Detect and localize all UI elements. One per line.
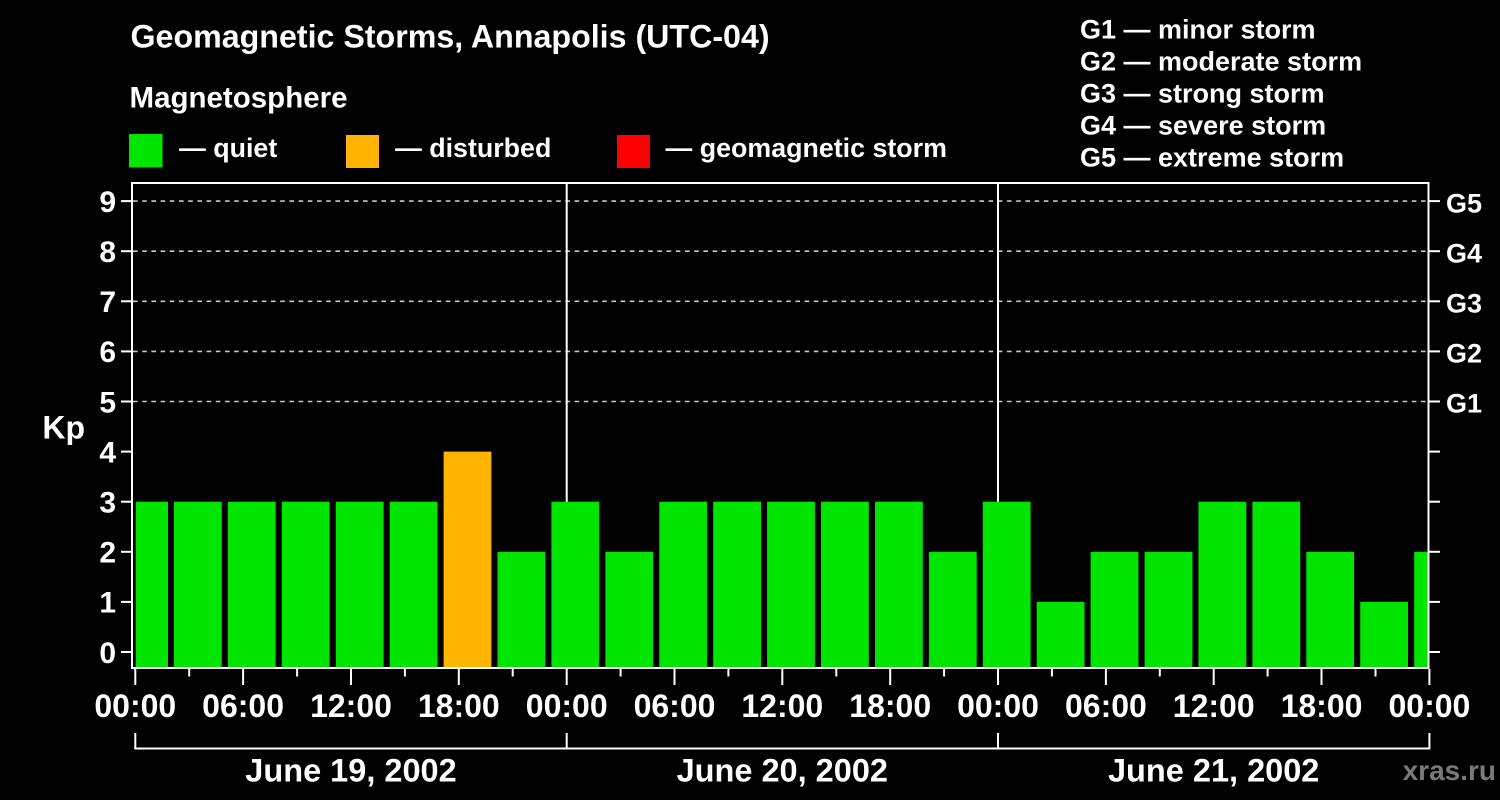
svg-text:— disturbed: — disturbed <box>395 133 551 163</box>
svg-text:06:00: 06:00 <box>1065 688 1147 724</box>
svg-text:G3: G3 <box>1446 289 1482 319</box>
svg-text:June 20, 2002: June 20, 2002 <box>677 753 888 789</box>
svg-text:xras.ru: xras.ru <box>1403 755 1496 786</box>
svg-text:Geomagnetic Storms, Annapolis: Geomagnetic Storms, Annapolis (UTC-04) <box>131 19 770 55</box>
svg-text:June 21, 2002: June 21, 2002 <box>1108 753 1319 789</box>
svg-text:0: 0 <box>99 637 116 670</box>
svg-text:12:00: 12:00 <box>310 688 392 724</box>
svg-text:4: 4 <box>99 436 116 469</box>
svg-text:18:00: 18:00 <box>418 688 500 724</box>
svg-text:12:00: 12:00 <box>1173 688 1255 724</box>
svg-text:00:00: 00:00 <box>526 688 608 724</box>
svg-text:00:00: 00:00 <box>957 688 1039 724</box>
svg-text:G4: G4 <box>1446 238 1482 268</box>
svg-text:00:00: 00:00 <box>94 688 176 724</box>
svg-text:9: 9 <box>99 186 116 219</box>
svg-text:3: 3 <box>99 487 116 520</box>
svg-text:06:00: 06:00 <box>634 688 716 724</box>
svg-text:1: 1 <box>99 587 116 620</box>
svg-text:00:00: 00:00 <box>1388 688 1470 724</box>
svg-text:G4 — severe storm: G4 — severe storm <box>1080 111 1326 141</box>
svg-text:G5 — extreme storm: G5 — extreme storm <box>1080 143 1344 173</box>
svg-text:7: 7 <box>99 286 116 319</box>
svg-text:Magnetosphere: Magnetosphere <box>130 82 348 115</box>
svg-text:18:00: 18:00 <box>1281 688 1363 724</box>
svg-text:G1: G1 <box>1446 389 1482 419</box>
svg-text:6: 6 <box>99 336 116 369</box>
svg-text:2: 2 <box>99 537 116 570</box>
svg-text:8: 8 <box>99 236 116 269</box>
svg-text:G2 — moderate storm: G2 — moderate storm <box>1080 46 1362 76</box>
svg-text:06:00: 06:00 <box>202 688 284 724</box>
svg-text:G3 — strong storm: G3 — strong storm <box>1080 79 1325 109</box>
svg-text:— geomagnetic storm: — geomagnetic storm <box>666 133 947 163</box>
svg-text:G2: G2 <box>1446 339 1482 369</box>
svg-text:G5: G5 <box>1446 188 1482 218</box>
svg-text:18:00: 18:00 <box>849 688 931 724</box>
svg-text:G1 — minor storm: G1 — minor storm <box>1080 14 1316 44</box>
svg-text:5: 5 <box>99 386 116 419</box>
svg-text:12:00: 12:00 <box>741 688 823 724</box>
svg-text:June 19, 2002: June 19, 2002 <box>245 753 456 789</box>
svg-text:— quiet: — quiet <box>179 133 277 163</box>
svg-text:Kp: Kp <box>42 409 85 445</box>
